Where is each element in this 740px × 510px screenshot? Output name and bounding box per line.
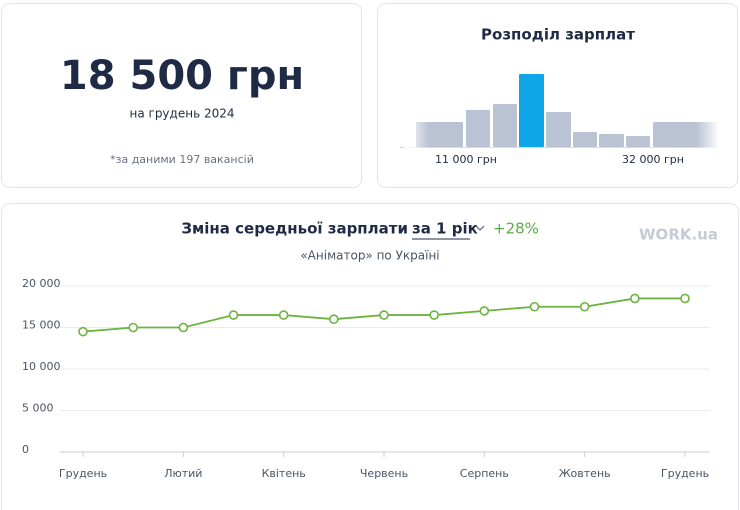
period-select[interactable]: за 1 рік xyxy=(412,220,478,238)
y-tick-label: 0 xyxy=(22,443,29,456)
point xyxy=(178,322,189,333)
x-tick-label: Квітень xyxy=(262,467,306,480)
x-tick-label: 32 000 грн xyxy=(622,153,684,166)
bar xyxy=(599,134,624,147)
y-tick-label: 15 000 xyxy=(22,319,61,332)
bar xyxy=(573,132,597,147)
point xyxy=(128,322,138,333)
x-tick-label: Грудень xyxy=(661,467,709,480)
salary-period: на грудень 2024 xyxy=(130,107,235,121)
chart-subtitle: «Аніматор» по Україні xyxy=(300,249,439,263)
summary-card xyxy=(1,3,362,188)
bar xyxy=(493,104,517,147)
x-tick-label: Серпень xyxy=(460,467,509,480)
fade xyxy=(680,60,720,148)
x-tick-label: Жовтень xyxy=(559,467,611,480)
bar xyxy=(519,74,544,147)
change: +28% xyxy=(493,220,539,238)
x-tick-label: Червень xyxy=(360,467,408,480)
point xyxy=(228,310,239,320)
bar xyxy=(546,112,571,147)
chart-title: Зміна середньої зарплати xyxy=(181,220,408,238)
point xyxy=(278,310,289,320)
bar xyxy=(626,136,650,147)
fade xyxy=(405,60,445,148)
bar xyxy=(466,110,490,147)
chart-title: Розподіл зарплат xyxy=(481,26,635,44)
point xyxy=(479,306,490,316)
point xyxy=(529,301,540,312)
point xyxy=(680,293,690,304)
x-tick-label: Грудень xyxy=(59,467,107,480)
x-tick-label: Лютий xyxy=(164,467,202,480)
trend-card xyxy=(1,203,739,510)
salary-note: *за даними 197 вакансій xyxy=(110,153,254,166)
point xyxy=(579,301,590,312)
dropdown-icon[interactable] xyxy=(475,225,485,231)
y-tick-label: 5 000 xyxy=(22,402,54,415)
point xyxy=(429,310,439,320)
point xyxy=(630,293,640,304)
point xyxy=(379,310,389,320)
point xyxy=(329,314,339,325)
x-tick-label: 11 000 грн xyxy=(435,153,497,166)
y-tick-label: 20 000 xyxy=(22,277,61,290)
logo: WORK.ua xyxy=(639,226,718,244)
salary-amount: 18 500 грн xyxy=(60,53,304,99)
y-tick-label: 10 000 xyxy=(22,360,61,373)
point xyxy=(78,326,88,337)
